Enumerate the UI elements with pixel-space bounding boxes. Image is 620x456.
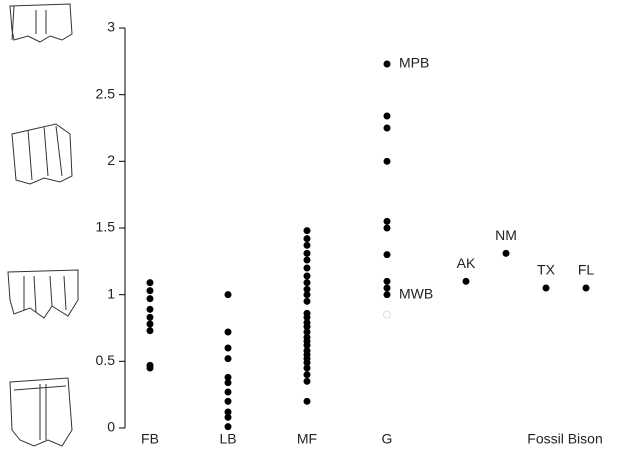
y-tick-label: 0 [107,419,115,435]
data-point [224,423,232,431]
data-point [303,279,311,287]
data-point [224,291,232,299]
data-point [224,344,232,352]
data-point [383,251,391,259]
point-label: TX [537,262,556,278]
data-point [224,355,232,363]
data-point [224,397,232,405]
data-point [303,272,311,280]
annotation: MPB [399,55,429,71]
x-tick-label: FB [141,431,159,447]
data-point [383,284,391,292]
data-point [303,264,311,272]
data-point [303,397,311,405]
data-point [303,256,311,264]
data-point [383,277,391,285]
data-point [303,241,311,249]
data-point [502,249,510,257]
x-tick-label: Fossil Bison [527,431,602,447]
tooth-sketches [7,3,79,447]
data-point [383,224,391,232]
data-point [303,235,311,243]
data-point [383,157,391,165]
data-point [303,249,311,257]
data-point [303,313,311,321]
data-point [383,60,391,68]
data-point [303,285,311,293]
data-point [303,377,311,385]
x-tick-label: MF [297,431,317,447]
data-point [303,227,311,235]
point-label: FL [578,262,595,278]
data-point [224,328,232,336]
data-point [303,297,311,305]
data-point [146,313,154,321]
x-tick-label: LB [219,431,236,447]
data-point [303,359,311,367]
data-point [146,305,154,313]
data-point [146,327,154,335]
data-point [462,277,470,285]
y-tick-label: 2.5 [96,85,116,101]
data-point [224,373,232,381]
y-tick-label: 0.5 [96,352,116,368]
data-point [542,284,550,292]
data-point [224,408,232,416]
data-point [303,328,311,336]
annotation: MWB [399,285,433,301]
data-point [146,287,154,295]
data-point [146,320,154,328]
data-point [224,388,232,396]
data-point [224,413,232,421]
data-point [146,364,154,372]
data-point [303,371,311,379]
point-label: NM [495,227,517,243]
faint-point [383,310,391,319]
data-point [582,284,590,292]
data-point [146,279,154,287]
x-tick-label: G [382,431,393,447]
data-point [146,295,154,303]
data-point [383,124,391,132]
data-point [303,323,311,331]
point-label: AK [457,255,476,271]
data-point [383,217,391,225]
data-point [303,291,311,299]
data-point [383,291,391,299]
data-point [383,112,391,120]
y-tick-label: 1.5 [96,219,116,235]
data-point [303,341,311,349]
data-point [303,364,311,372]
y-tick-label: 2 [107,152,115,168]
y-tick-label: 3 [107,19,115,35]
data-point [224,379,232,387]
y-tick-label: 1 [107,285,115,301]
